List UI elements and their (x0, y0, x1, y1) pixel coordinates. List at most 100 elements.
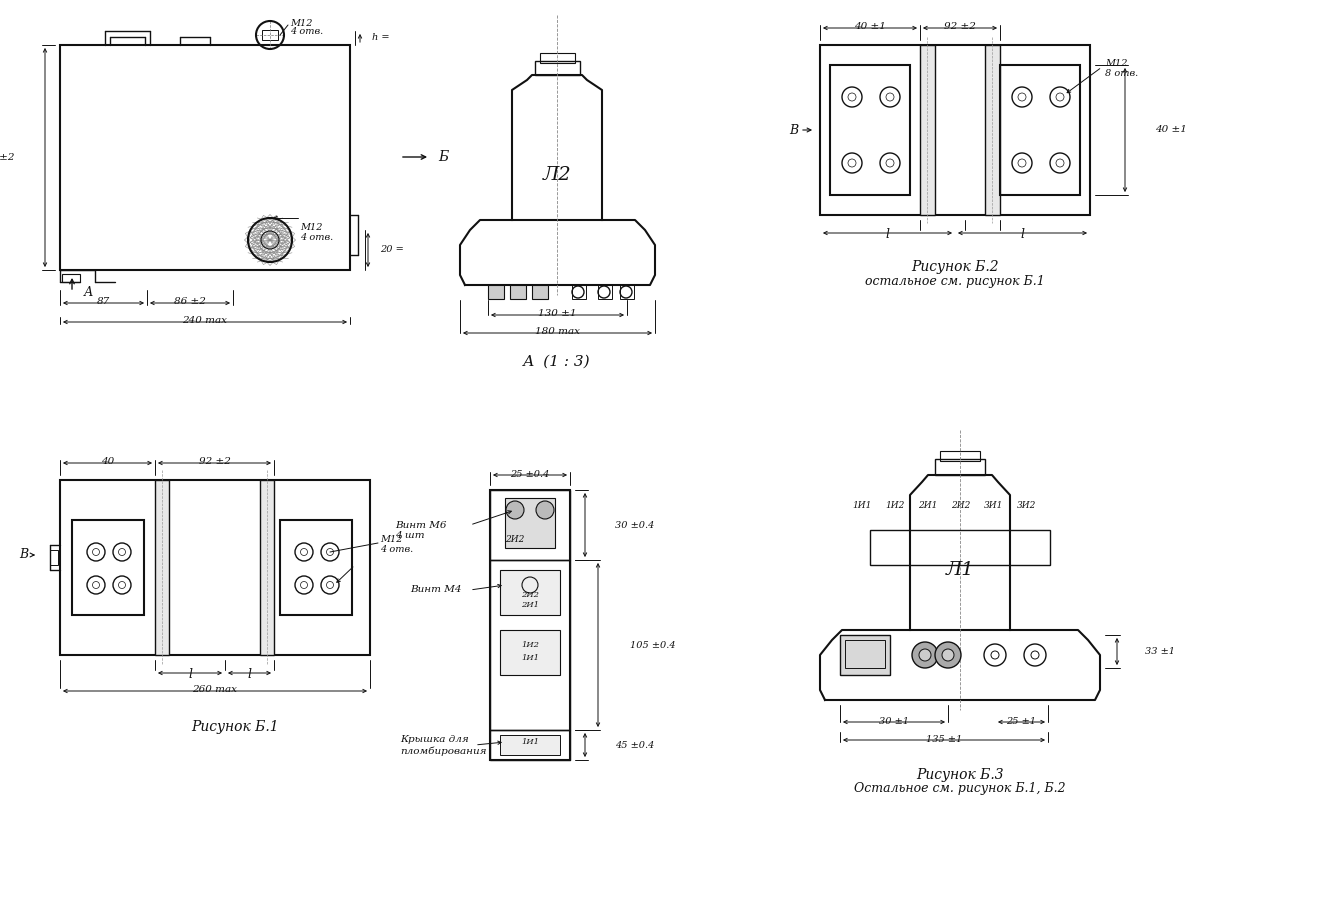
Text: 4 отв.: 4 отв. (290, 28, 324, 37)
Bar (985, 45, 1000, 215)
Text: 240 max: 240 max (182, 316, 227, 325)
Text: остальное см. рисунок Б.1: остальное см. рисунок Б.1 (865, 275, 1046, 288)
Text: l: l (885, 228, 889, 241)
Bar (572, 285, 586, 299)
Bar (155, 480, 168, 655)
Text: 4 отв.: 4 отв. (380, 545, 413, 554)
Bar (840, 635, 890, 675)
Bar (60, 480, 370, 655)
Text: 30 ±0.4: 30 ±0.4 (615, 520, 654, 529)
Bar (489, 560, 570, 730)
Text: 1И1: 1И1 (521, 738, 539, 746)
Bar (940, 451, 980, 461)
Text: h =: h = (372, 33, 389, 42)
Text: 92 ±2: 92 ±2 (199, 457, 230, 466)
Text: l: l (1020, 228, 1024, 241)
Bar (1000, 65, 1080, 195)
Text: В: В (19, 548, 28, 562)
Bar (540, 53, 575, 63)
Text: Винт М6: Винт М6 (394, 520, 447, 529)
Text: M12: M12 (299, 223, 322, 232)
Text: 86 ±2: 86 ±2 (174, 297, 206, 306)
Bar (279, 520, 352, 615)
Bar (598, 285, 612, 299)
Bar (830, 65, 910, 195)
Bar (49, 550, 57, 565)
Bar (489, 490, 570, 760)
Text: 105 ±0.4: 105 ±0.4 (630, 641, 675, 650)
Text: 2И2: 2И2 (952, 500, 971, 509)
Text: 130 ±1: 130 ±1 (539, 309, 576, 318)
Text: Л2: Л2 (543, 166, 571, 184)
Bar (500, 735, 560, 755)
Text: 1И2: 1И2 (885, 500, 905, 509)
Bar (262, 30, 278, 40)
Bar (500, 630, 560, 675)
Text: l: l (247, 668, 251, 681)
Text: В: В (789, 123, 798, 137)
Text: А  (1 : 3): А (1 : 3) (523, 355, 591, 369)
Text: 2И2: 2И2 (505, 536, 524, 544)
Text: 180 max: 180 max (535, 327, 580, 336)
Text: 1И1: 1И1 (521, 654, 539, 662)
Text: Остальное см. рисунок Б.1, Б.2: Остальное см. рисунок Б.1, Б.2 (854, 782, 1066, 795)
Bar (820, 45, 1090, 215)
Text: 4 шт: 4 шт (394, 532, 425, 541)
Text: А: А (84, 285, 94, 299)
Text: 135 ±1: 135 ±1 (927, 735, 963, 744)
Text: 2И2: 2И2 (521, 591, 539, 599)
Text: Рисунок Б.2: Рисунок Б.2 (912, 260, 999, 274)
Bar (259, 480, 274, 655)
Bar (489, 730, 570, 760)
Text: 3И1: 3И1 (984, 500, 1004, 509)
Text: 40 ±1: 40 ±1 (1155, 125, 1187, 134)
Bar (845, 640, 885, 668)
Text: Рисунок Б.1: Рисунок Б.1 (191, 720, 279, 734)
Bar (535, 61, 580, 75)
Text: 8 отв.: 8 отв. (1104, 68, 1138, 77)
Text: 92 ±2: 92 ±2 (944, 22, 976, 31)
Bar (488, 285, 504, 299)
Text: Л1: Л1 (945, 561, 975, 579)
Circle shape (505, 501, 524, 519)
Text: 260 max: 260 max (193, 685, 238, 694)
Bar (920, 45, 935, 215)
Text: 30 ±1: 30 ±1 (878, 717, 909, 726)
Text: l: l (189, 668, 193, 681)
Bar (620, 285, 634, 299)
Text: 4 отв.: 4 отв. (299, 232, 333, 241)
Text: Винт М4: Винт М4 (410, 586, 461, 595)
Circle shape (943, 649, 955, 661)
Text: 25 ±0.4: 25 ±0.4 (511, 470, 550, 479)
Text: 224 ±2: 224 ±2 (0, 153, 15, 162)
Bar (500, 570, 560, 615)
Text: 1И2: 1И2 (521, 641, 539, 649)
Bar (62, 274, 80, 282)
Text: пломбирования: пломбирования (400, 746, 487, 756)
Text: M12: M12 (380, 536, 402, 544)
Text: M12: M12 (290, 19, 313, 28)
Text: 3И2: 3И2 (1017, 500, 1036, 509)
Text: 20 =: 20 = (380, 246, 404, 255)
Bar (72, 520, 144, 615)
Text: 87: 87 (96, 297, 110, 306)
Circle shape (935, 642, 961, 668)
Text: 40 ±1: 40 ±1 (854, 22, 886, 31)
Text: 1И1: 1И1 (852, 500, 872, 509)
Text: 45 ±0.4: 45 ±0.4 (615, 741, 654, 750)
Bar (870, 530, 1050, 565)
Text: Крышка для: Крышка для (400, 735, 469, 744)
Text: 2И1: 2И1 (919, 500, 937, 509)
Text: 33 ±1: 33 ±1 (1144, 647, 1175, 656)
Text: Рисунок Б.3: Рисунок Б.3 (916, 768, 1004, 782)
Circle shape (912, 642, 939, 668)
Text: Б: Б (439, 150, 448, 164)
Text: 2И1: 2И1 (521, 601, 539, 609)
Bar (532, 285, 548, 299)
Bar (935, 459, 985, 475)
Circle shape (536, 501, 554, 519)
Bar (509, 285, 525, 299)
Text: 40: 40 (100, 457, 114, 466)
Bar (505, 498, 555, 548)
Circle shape (919, 649, 931, 661)
